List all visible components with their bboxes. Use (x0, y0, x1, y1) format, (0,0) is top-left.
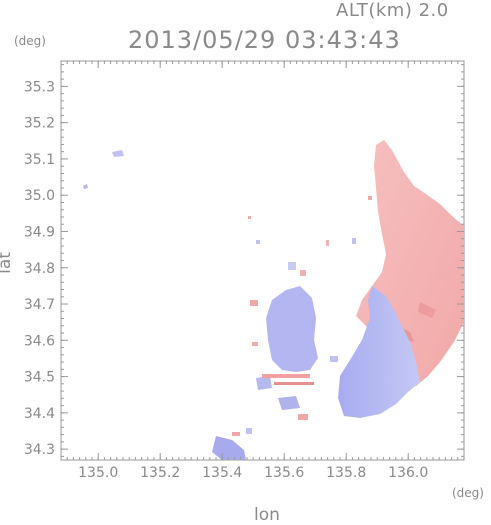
x-tick-label: 135.2 (140, 465, 180, 481)
x-unit-label: (deg) (452, 486, 484, 500)
y-tick-label: 35.1 (24, 152, 55, 168)
y-tick-label: 34.5 (24, 370, 55, 386)
timestamp-label: 2013/05/29 03:43:43 (128, 26, 401, 54)
x-tick-label: 135.0 (78, 465, 118, 481)
y-tick-label: 34.7 (24, 297, 55, 313)
altitude-label: ALT(km) 2.0 (336, 0, 449, 21)
x-tick-label: 135.8 (326, 465, 366, 481)
y-tick-label: 35.2 (24, 116, 55, 132)
y-tick-label: 34.9 (24, 224, 55, 240)
x-tick-label: 135.4 (202, 465, 242, 481)
x-tick-label: 135.6 (264, 465, 304, 481)
y-tick-label: 34.4 (24, 406, 55, 422)
echo-fragments (232, 196, 372, 436)
approaching-echo (83, 150, 420, 460)
y-tick-label: 35.3 (24, 79, 55, 95)
y-tick-label: 34.6 (24, 333, 55, 349)
y-tick-label: 35.0 (24, 188, 55, 204)
axis-ticks: 135.0 135.2 135.4 135.6 135.8 136.0 34.3 34.4 34… (24, 61, 465, 481)
y-tick-label: 34.3 (24, 442, 55, 458)
x-tick-label: 136.0 (388, 465, 428, 481)
y-tick-label: 34.8 (24, 261, 55, 277)
y-unit-label: (deg) (14, 34, 46, 48)
x-axis-label: lon (254, 505, 280, 525)
